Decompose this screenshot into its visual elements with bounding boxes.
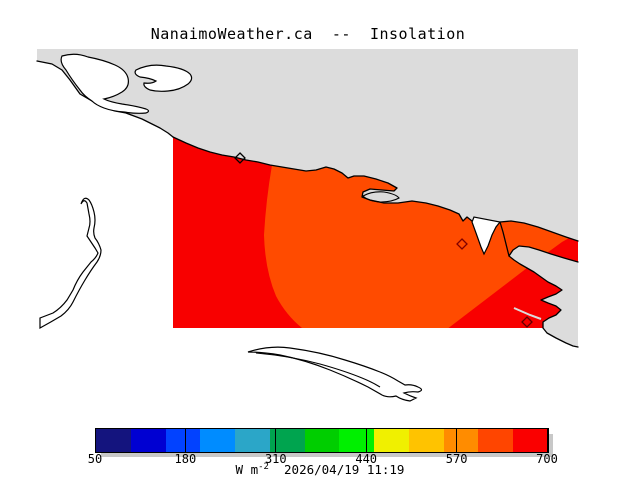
station-marker-diamond	[234, 152, 246, 164]
colorbar-tick-label: 50	[87, 452, 103, 466]
sound-inlet	[471, 216, 502, 256]
colorbar-tick-label: 700	[536, 452, 558, 466]
island-chain-channel-line	[255, 352, 381, 388]
units-exponent: -2	[258, 462, 269, 472]
colorbar-segment	[130, 429, 166, 452]
mainland-land	[37, 49, 578, 347]
coastline-southeast-tail	[542, 327, 579, 348]
colorbar	[95, 428, 549, 453]
colorbar-tick	[365, 428, 367, 453]
colorbar-segment	[96, 429, 131, 452]
colorbar-segment	[374, 429, 409, 452]
colorbar-tick	[94, 428, 96, 453]
colorbar-tick	[546, 428, 548, 453]
colorbar-segment	[235, 429, 270, 452]
units-label: W m	[235, 462, 259, 478]
colorbar-segment	[304, 429, 340, 452]
colorbar-tick-label: 310	[264, 452, 287, 466]
colorbar-segment	[478, 429, 514, 452]
coastline-main	[172, 136, 473, 222]
station-markers	[234, 152, 533, 328]
colorbar-tick	[456, 428, 458, 453]
island-chain-south	[247, 346, 423, 402]
units-spacer	[269, 462, 284, 477]
colorbar-segment	[408, 429, 444, 452]
coastline-peninsula	[499, 220, 579, 263]
timestamp: 2026/04/19 11:19	[284, 462, 405, 478]
colorbar-segment	[443, 429, 479, 452]
inlet-blob-east	[134, 64, 193, 92]
page-title: NanaimoWeather.ca -- Insolation	[150, 25, 466, 43]
insolation-fill-high-west	[173, 137, 302, 328]
island-sliver-west	[39, 197, 102, 330]
station-marker-diamond	[521, 316, 533, 328]
inlet-blob-west	[60, 53, 150, 114]
colorbar-units: W m-2 2026/04/19 11:19	[0, 462, 640, 477]
colorbar-tick	[275, 428, 277, 453]
colorbar-segment	[513, 429, 548, 452]
channel-hint	[513, 307, 542, 320]
colorbar-tick	[184, 428, 186, 453]
colorbar-segment	[339, 429, 375, 452]
colorbar-segment	[200, 429, 236, 452]
colorbar-tick-label: 180	[174, 452, 197, 466]
coastline-lowermass	[508, 255, 563, 329]
colorbar-segment	[269, 429, 305, 452]
station-marker-diamond	[456, 238, 468, 250]
colorbar-tick-label: 570	[445, 452, 468, 466]
colorbar-tick-label: 440	[355, 452, 378, 466]
colorbar-segment	[165, 429, 201, 452]
